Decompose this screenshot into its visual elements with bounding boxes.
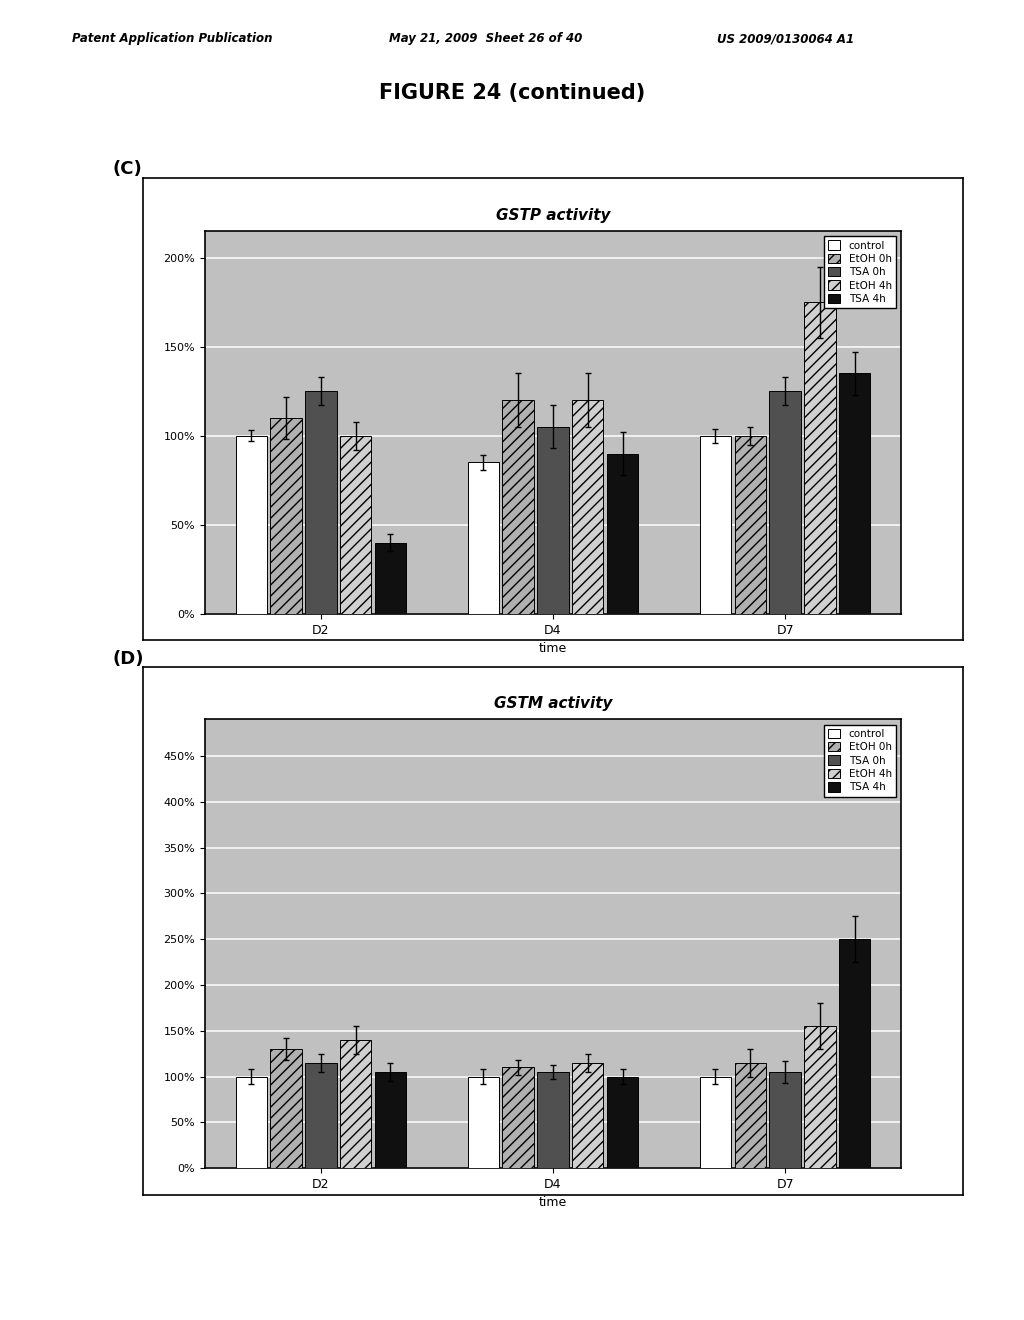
Bar: [270, 418, 302, 614]
Bar: [236, 1077, 267, 1168]
Bar: [305, 1063, 337, 1168]
Bar: [839, 940, 870, 1168]
Legend: control, EtOH 0h, TSA 0h, EtOH 4h, TSA 4h: control, EtOH 0h, TSA 0h, EtOH 4h, TSA 4…: [823, 236, 896, 308]
Bar: [468, 462, 499, 614]
Text: May 21, 2009  Sheet 26 of 40: May 21, 2009 Sheet 26 of 40: [389, 32, 583, 45]
Text: (C): (C): [113, 160, 142, 178]
Bar: [607, 454, 638, 614]
Bar: [699, 1077, 731, 1168]
Bar: [270, 1049, 302, 1168]
Text: Patent Application Publication: Patent Application Publication: [72, 32, 272, 45]
Text: FIGURE 24 (continued): FIGURE 24 (continued): [379, 83, 645, 103]
Bar: [699, 436, 731, 614]
Bar: [340, 436, 372, 614]
X-axis label: time: time: [539, 642, 567, 655]
Bar: [340, 1040, 372, 1168]
Bar: [839, 374, 870, 614]
Bar: [375, 1072, 407, 1168]
Bar: [769, 391, 801, 614]
Bar: [538, 426, 568, 614]
Legend: control, EtOH 0h, TSA 0h, EtOH 4h, TSA 4h: control, EtOH 0h, TSA 0h, EtOH 4h, TSA 4…: [823, 725, 896, 796]
Text: (D): (D): [113, 649, 144, 668]
Bar: [804, 1026, 836, 1168]
Title: GSTP activity: GSTP activity: [496, 207, 610, 223]
Bar: [804, 302, 836, 614]
Bar: [734, 436, 766, 614]
Bar: [503, 400, 534, 614]
Bar: [375, 543, 407, 614]
Bar: [607, 1077, 638, 1168]
Bar: [572, 400, 603, 614]
Bar: [305, 391, 337, 614]
Bar: [734, 1063, 766, 1168]
Title: GSTM activity: GSTM activity: [494, 696, 612, 711]
Bar: [538, 1072, 568, 1168]
Bar: [503, 1068, 534, 1168]
Bar: [769, 1072, 801, 1168]
X-axis label: time: time: [539, 1196, 567, 1209]
Bar: [236, 436, 267, 614]
Bar: [572, 1063, 603, 1168]
Bar: [468, 1077, 499, 1168]
Text: US 2009/0130064 A1: US 2009/0130064 A1: [717, 32, 854, 45]
